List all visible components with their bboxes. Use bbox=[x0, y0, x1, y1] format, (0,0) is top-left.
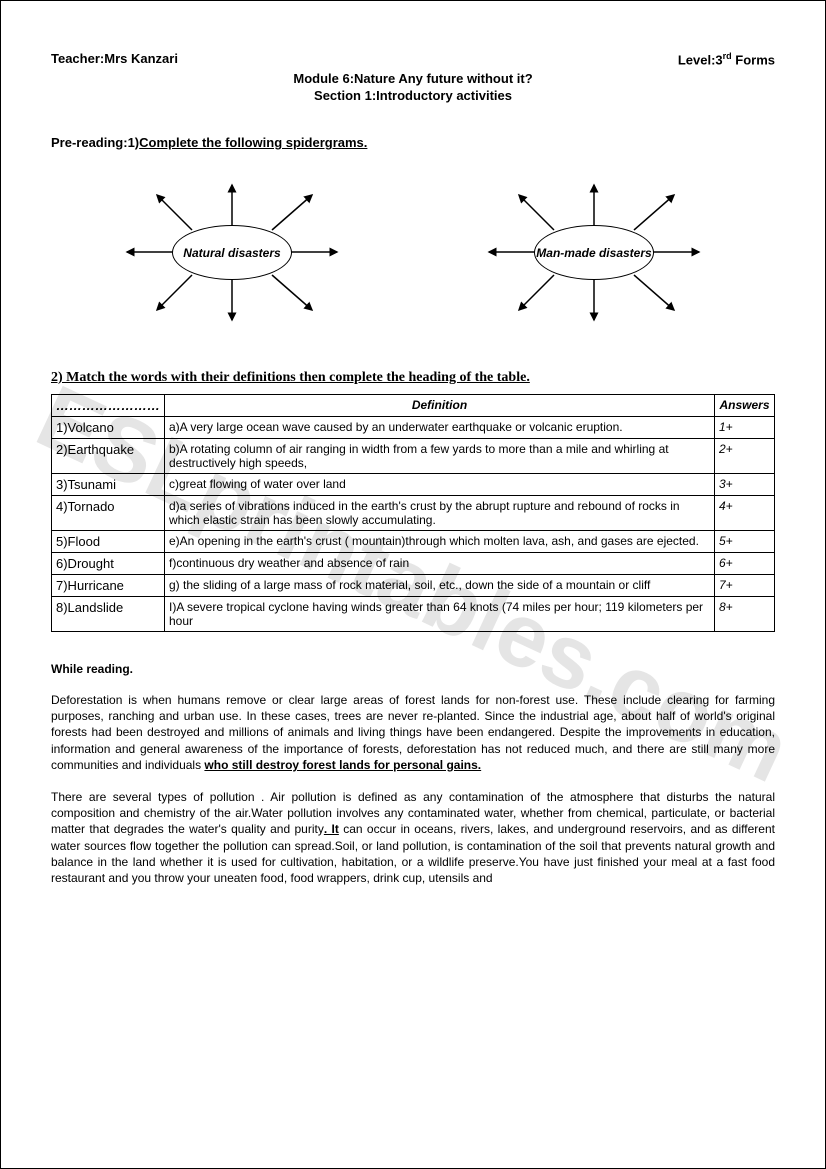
table-row: 8)Landslide I)A severe tropical cyclone … bbox=[52, 597, 775, 632]
table-head-ans: Answers bbox=[715, 395, 775, 417]
header-row: Teacher:Mrs Kanzari Level:3rd Forms bbox=[51, 51, 775, 67]
table-row: 7)Hurricaneg) the sliding of a large mas… bbox=[52, 575, 775, 597]
level-value: 3 bbox=[715, 52, 722, 67]
table-row: 6)Droughtf)continuous dry weather and ab… bbox=[52, 553, 775, 575]
teacher-label: Teacher: bbox=[51, 51, 104, 66]
table-cell-word: 1)Volcano bbox=[52, 417, 165, 439]
table-cell-ans: 6+ bbox=[715, 553, 775, 575]
paragraph-2-mid: . It bbox=[324, 822, 339, 836]
level-label: Level: bbox=[678, 52, 716, 67]
paragraph-1-bold: who still destroy forest lands for perso… bbox=[204, 758, 481, 772]
table-cell-def: I)A severe tropical cyclone having winds… bbox=[165, 597, 715, 632]
level-suffix: rd bbox=[723, 51, 732, 61]
spidergram-natural: Natural disasters bbox=[102, 170, 362, 330]
teacher-name: Mrs Kanzari bbox=[104, 51, 178, 66]
oval-natural-label: Natural disasters bbox=[183, 246, 280, 260]
table-cell-ans: 2+ bbox=[715, 439, 775, 474]
table-cell-def: g) the sliding of a large mass of rock m… bbox=[165, 575, 715, 597]
table-cell-ans: 4+ bbox=[715, 496, 775, 531]
table-cell-word: 6)Drought bbox=[52, 553, 165, 575]
oval-natural: Natural disasters bbox=[172, 225, 292, 280]
table-cell-def: f)continuous dry weather and absence of … bbox=[165, 553, 715, 575]
table-head-word: …………………… bbox=[52, 395, 165, 417]
table-cell-ans: 3+ bbox=[715, 474, 775, 496]
table-cell-def: e)An opening in the earth's crust ( moun… bbox=[165, 531, 715, 553]
table-cell-ans: 7+ bbox=[715, 575, 775, 597]
table-cell-def: b)A rotating column of air ranging in wi… bbox=[165, 439, 715, 474]
title-line-1: Module 6:Nature Any future without it? bbox=[51, 71, 775, 88]
table-cell-ans: 1+ bbox=[715, 417, 775, 439]
match-table: …………………… Definition Answers 1)Volcanoa)A… bbox=[51, 394, 775, 632]
table-cell-def: a)A very large ocean wave caused by an u… bbox=[165, 417, 715, 439]
table-cell-word: 8)Landslide bbox=[52, 597, 165, 632]
spidergram-manmade: Man-made disasters bbox=[464, 170, 724, 330]
table-row: 5)Floode)An opening in the earth's crust… bbox=[52, 531, 775, 553]
oval-manmade: Man-made disasters bbox=[534, 225, 654, 280]
prereading-text: Complete the following spidergrams. bbox=[139, 135, 367, 150]
section-2-heading: 2) Match the words with their definition… bbox=[51, 370, 775, 386]
paragraph-1: Deforestation is when humans remove or c… bbox=[51, 692, 775, 773]
prereading-instruction: Pre-reading:1)Complete the following spi… bbox=[51, 135, 775, 150]
paragraph-2: There are several types of pollution . A… bbox=[51, 789, 775, 886]
while-reading-label: While reading. bbox=[51, 662, 775, 676]
title-block: Module 6:Nature Any future without it? S… bbox=[51, 71, 775, 105]
oval-manmade-label: Man-made disasters bbox=[536, 246, 651, 260]
table-row: 1)Volcanoa)A very large ocean wave cause… bbox=[52, 417, 775, 439]
title-line-2: Section 1:Introductory activities bbox=[51, 88, 775, 105]
table-cell-ans: 5+ bbox=[715, 531, 775, 553]
table-cell-def: d)a series of vibrations induced in the … bbox=[165, 496, 715, 531]
table-cell-word: 7)Hurricane bbox=[52, 575, 165, 597]
spidergrams-row: Natural disasters Man-made disasters bbox=[51, 170, 775, 330]
table-cell-ans: 8+ bbox=[715, 597, 775, 632]
prereading-prefix: Pre-reading:1) bbox=[51, 135, 139, 150]
level-field: Level:3rd Forms bbox=[678, 51, 775, 67]
table-cell-word: 5)Flood bbox=[52, 531, 165, 553]
table-head-def: Definition bbox=[165, 395, 715, 417]
table-cell-word: 4)Tornado bbox=[52, 496, 165, 531]
teacher-field: Teacher:Mrs Kanzari bbox=[51, 51, 178, 67]
table-row: 4)Tornadod)a series of vibrations induce… bbox=[52, 496, 775, 531]
table-cell-word: 2)Earthquake bbox=[52, 439, 165, 474]
table-row: 2)Earthquakeb)A rotating column of air r… bbox=[52, 439, 775, 474]
table-cell-def: c)great flowing of water over land bbox=[165, 474, 715, 496]
level-word: Forms bbox=[732, 52, 775, 67]
table-row: 3)Tsunamic)great flowing of water over l… bbox=[52, 474, 775, 496]
table-cell-word: 3)Tsunami bbox=[52, 474, 165, 496]
